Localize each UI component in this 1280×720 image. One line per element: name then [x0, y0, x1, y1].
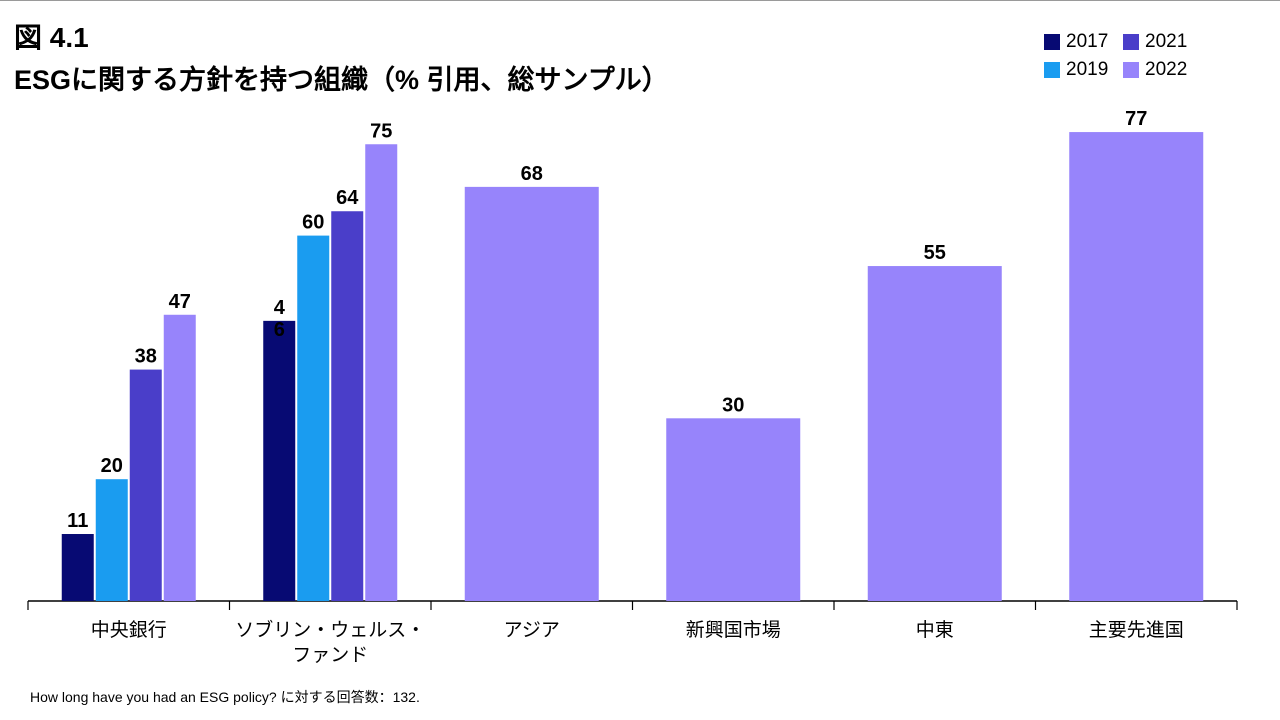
footnote: How long have you had an ESG policy? に対す… [30, 689, 420, 705]
category-label-line: 主要先進国 [1089, 619, 1184, 641]
category-label: アジア [504, 620, 560, 641]
legend: 2017 2021 2019 2022 [1044, 31, 1244, 88]
data-label-line: 4 [274, 297, 286, 319]
bar-2022 [464, 186, 599, 601]
data-label: 68 [521, 163, 543, 185]
bar-2022 [1069, 132, 1204, 601]
bar-2017 [263, 320, 296, 601]
top-rule [0, 0, 1280, 1]
category-label: ソブリン・ウェルス・ファンド [235, 618, 425, 666]
bar-2019 [95, 479, 128, 601]
data-label-line: 6 [274, 319, 285, 341]
bar-2022 [365, 144, 398, 601]
data-label: 64 [336, 187, 359, 209]
category-label: 中央銀行 [91, 619, 167, 641]
chart-title: ESGに関する方針を持つ組織（% 引用、総サンプル） [14, 65, 669, 95]
category-label-line: 中東 [916, 619, 954, 641]
bar-2021 [331, 211, 364, 602]
data-label: 30 [722, 394, 744, 416]
bar-2021 [129, 369, 162, 601]
data-label: 75 [370, 120, 392, 142]
legend-item-2019: 2019 [1044, 59, 1109, 80]
legend-item-2021: 2021 [1123, 31, 1188, 52]
legend-swatch [1123, 34, 1139, 50]
bar-2022 [867, 266, 1002, 601]
data-label: 38 [135, 346, 157, 368]
legend-swatch [1044, 34, 1060, 50]
figure-label: 図 4.1 [14, 22, 89, 53]
category-label-line: ファンド [292, 645, 368, 666]
category-label: 新興国市場 [686, 619, 781, 641]
data-label: 11 [67, 510, 88, 532]
data-label: 60 [302, 212, 324, 234]
category-label-line: ソブリン・ウェルス・ [235, 618, 425, 641]
bar-2017 [61, 534, 94, 601]
legend-swatch [1044, 62, 1060, 78]
bar-2022 [163, 314, 196, 601]
legend-item-2017: 2017 [1044, 31, 1109, 52]
bar-2019 [297, 235, 330, 601]
bar-2022 [666, 418, 801, 601]
legend-label: 2017 [1066, 31, 1109, 52]
data-label: 55 [924, 242, 946, 264]
legend-label: 2019 [1066, 59, 1109, 80]
category-label-line: 新興国市場 [686, 619, 781, 641]
legend-label: 2021 [1145, 31, 1188, 52]
data-label: 47 [169, 291, 191, 313]
category-label-line: 中央銀行 [91, 619, 167, 641]
data-label: 77 [1125, 108, 1147, 130]
data-label: 20 [101, 455, 123, 477]
legend-label: 2022 [1145, 59, 1188, 80]
category-label-line: アジア [504, 620, 560, 641]
category-label: 中東 [916, 619, 954, 641]
legend-item-2022: 2022 [1123, 59, 1188, 80]
category-label: 主要先進国 [1089, 619, 1184, 641]
legend-swatch [1123, 62, 1139, 78]
